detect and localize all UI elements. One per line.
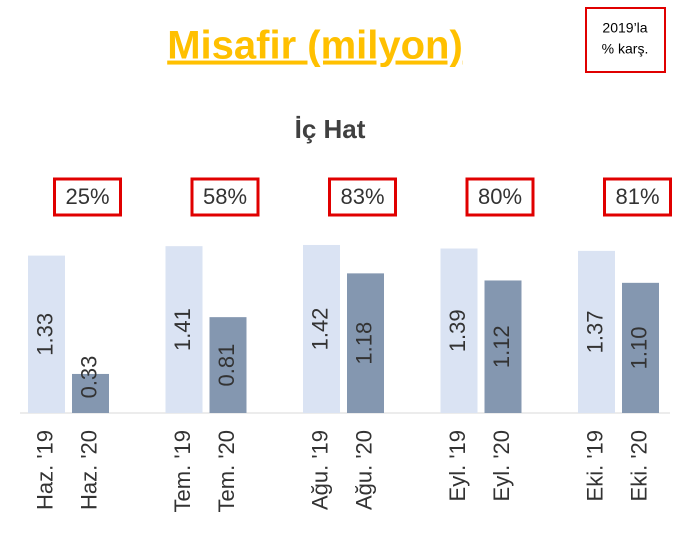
x-tick-label: Haz. '19 [32, 430, 57, 510]
x-tick-label: Eki. '19 [582, 430, 607, 501]
bar [347, 273, 384, 413]
value-label: 1.37 [582, 311, 607, 354]
annotation-box [53, 177, 122, 217]
annotation: 80% [478, 184, 522, 209]
note-box [585, 7, 666, 73]
x-tick-label: Eyl. '20 [489, 430, 514, 501]
bar [28, 255, 65, 413]
value-label: 1.41 [170, 308, 195, 351]
value-label: 1.39 [445, 309, 470, 352]
bar [165, 246, 203, 413]
annotation: 83% [340, 184, 384, 209]
bar [578, 250, 615, 413]
annotation-box [190, 177, 260, 217]
value-label: 1.33 [32, 313, 57, 356]
bar [209, 317, 247, 413]
annotation-box [465, 177, 535, 217]
x-tick-label: Eki. '20 [626, 430, 651, 501]
value-label: 1.18 [351, 322, 376, 365]
annotation: 25% [65, 184, 109, 209]
bar [484, 280, 522, 413]
annotation-box [328, 177, 397, 217]
value-label: 1.10 [626, 327, 651, 370]
value-label: 0.81 [214, 344, 239, 387]
bar [72, 373, 109, 413]
bar [622, 282, 659, 413]
bar [303, 244, 340, 413]
annotation-box [603, 177, 672, 217]
annotation: 58% [203, 184, 247, 209]
x-tick-label: Eyl. '19 [445, 430, 470, 501]
x-tick-label: Haz. '20 [76, 430, 101, 510]
value-label: 1.12 [489, 325, 514, 368]
annotation: 81% [615, 184, 659, 209]
chart-subtitle: İç Hat [295, 114, 366, 144]
x-tick-label: Ağu. '20 [351, 430, 376, 510]
x-tick-label: Ağu. '19 [307, 430, 332, 510]
value-label: 1.42 [307, 308, 332, 351]
bar [440, 248, 478, 413]
x-tick-label: Tem. '20 [214, 430, 239, 512]
note-text: % karş. [602, 41, 649, 57]
chart-title: Misafir (milyon) [167, 24, 463, 68]
x-tick-label: Tem. '19 [170, 430, 195, 512]
value-label: 0.33 [76, 356, 101, 399]
note-text: 2019’la [602, 20, 647, 36]
